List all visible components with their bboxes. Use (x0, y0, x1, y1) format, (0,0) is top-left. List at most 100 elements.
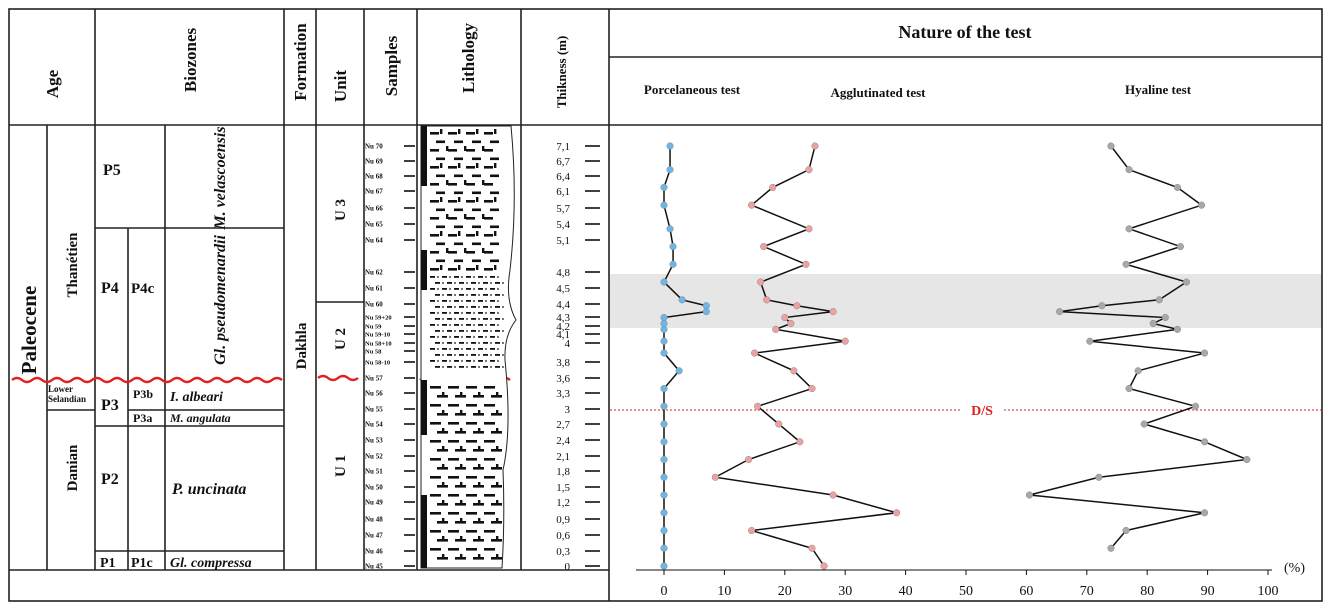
lithology-tick (442, 428, 445, 433)
lithology-dash (430, 494, 441, 497)
lithology-dash (448, 440, 459, 443)
lithology-dot (490, 354, 492, 356)
lithology-dash (483, 330, 488, 332)
data-point-hyaline (1107, 142, 1115, 150)
data-point-agglutinated (805, 225, 813, 233)
lithology-dash (430, 422, 441, 425)
lithology-dot (449, 336, 451, 338)
lithology-dash (435, 318, 440, 320)
lithology-dash (466, 476, 477, 479)
data-point-porcelaneous (660, 349, 668, 357)
lithology-tick (458, 163, 461, 168)
lithology-dot (497, 336, 499, 338)
stage-danian: Danian (65, 444, 81, 491)
lithology-tick (442, 446, 445, 451)
lithology-dash (430, 132, 439, 135)
lithology-dash (484, 200, 493, 203)
lithology-tick (464, 248, 467, 253)
lithology-dash (435, 366, 440, 368)
sample-label: Nu 62 (365, 269, 383, 277)
lithology-dot (442, 330, 444, 332)
lithology-tick (458, 129, 461, 134)
lithology-dash (447, 306, 452, 308)
lithology-dash (466, 234, 475, 237)
lithology-dash (495, 306, 500, 308)
data-point-hyaline (1125, 384, 1133, 393)
lithology-dot (490, 366, 492, 368)
lithology-dash (459, 366, 464, 368)
lithology-dash (478, 336, 483, 338)
ds-label: D/S (971, 404, 993, 419)
data-point-agglutinated (796, 438, 804, 446)
thickness-label: 2,7 (556, 419, 570, 431)
data-point-porcelaneous (666, 142, 674, 150)
lithology-dot (466, 354, 468, 356)
lithology-dot (473, 336, 475, 338)
data-point-hyaline (1140, 420, 1148, 428)
header-nature: Nature of the test (898, 22, 1031, 42)
lithology-tick (446, 180, 449, 185)
lithology-dash (466, 251, 475, 254)
lithology-dot (442, 282, 444, 284)
lithology-tick (478, 554, 481, 559)
thickness-label: 3,8 (556, 357, 570, 369)
zone-p5: P5 (103, 162, 121, 179)
data-point-hyaline (1122, 260, 1130, 268)
lithology-dash (430, 324, 435, 326)
lithology-dash (442, 312, 447, 314)
lithology-dot (473, 288, 475, 290)
lithology-dash (471, 318, 476, 320)
lithology-tick (478, 536, 481, 541)
lithology-dot (449, 324, 451, 326)
data-point-porcelaneous (660, 455, 668, 464)
lithology-dash (448, 422, 459, 425)
lithology-dash (490, 208, 499, 212)
lithology-dash (448, 268, 457, 271)
lithology-dot (461, 300, 463, 302)
data-point-hyaline (1056, 308, 1064, 316)
data-point-agglutinated (757, 278, 765, 286)
thickness-label: 0,3 (556, 546, 570, 558)
lithology-dash (490, 336, 495, 338)
lithology-dot (442, 306, 444, 308)
lithology-dash (478, 360, 483, 362)
lithology-dash (448, 217, 457, 220)
lithology-dash (466, 348, 471, 350)
data-point-hyaline (1125, 225, 1133, 233)
lithology-dash (447, 318, 452, 320)
data-point-porcelaneous (666, 225, 674, 233)
formation-dakhla: Dakhla (294, 322, 310, 369)
epoch-label: Paleocene (17, 286, 41, 375)
lithology-tick (460, 410, 463, 415)
lithology-dash (484, 548, 495, 551)
lithology-dot (466, 318, 468, 320)
data-point-agglutinated (787, 319, 795, 328)
lithology-dot (461, 360, 463, 362)
x-tick-label: 30 (838, 584, 852, 599)
lithology-dash (430, 183, 439, 186)
lithology-tick (478, 482, 481, 487)
lithology-tick (460, 446, 463, 451)
thickness-label: 3,3 (556, 388, 570, 400)
lithology-dot (485, 288, 487, 290)
lithology-dash (495, 318, 500, 320)
lithology-dash (454, 174, 463, 178)
lithology-dot (466, 306, 468, 308)
lithology-dash (459, 282, 464, 284)
lithology-dot (497, 300, 499, 302)
data-point-agglutinated (802, 260, 810, 268)
lithology-dot (442, 354, 444, 356)
lithology-dash (484, 268, 493, 271)
lithology-tick (476, 265, 479, 270)
thickness-label: 4,3 (556, 312, 570, 324)
lithology-dash (435, 330, 440, 332)
data-point-agglutinated (748, 201, 756, 209)
data-point-agglutinated (772, 325, 780, 333)
lithology-dash (483, 366, 488, 368)
thickness-label: 0 (565, 561, 571, 573)
thickness-label: 3 (565, 404, 571, 416)
lithology-dash (430, 149, 439, 152)
lithology-dash (436, 242, 445, 246)
lithology-dash (447, 366, 452, 368)
lithology-dash (454, 191, 463, 195)
